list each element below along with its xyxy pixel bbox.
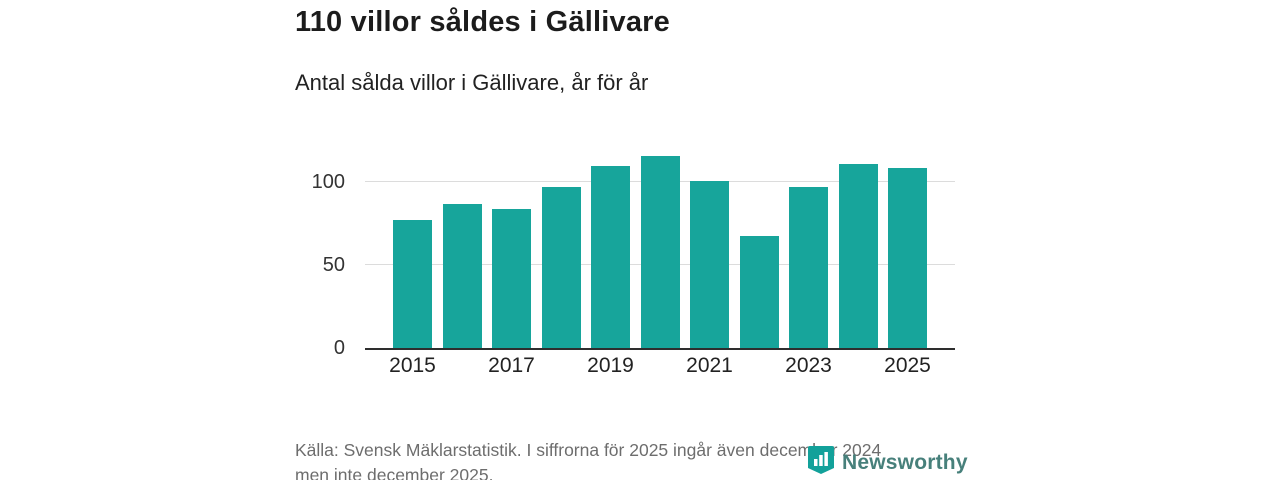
y-tick-label: 50 bbox=[322, 254, 345, 277]
bar-2019 bbox=[591, 165, 630, 348]
x-tick-label: 2017 bbox=[488, 354, 535, 377]
x-tick-label bbox=[443, 354, 482, 378]
bar-2016 bbox=[442, 203, 482, 348]
x-tick-label: 2025 bbox=[884, 354, 931, 377]
x-tick-label: 2021 bbox=[686, 354, 733, 377]
brand-logo: Newsworthy bbox=[808, 446, 968, 479]
brand-wordmark: Newsworthy bbox=[842, 450, 968, 474]
bar-2022 bbox=[739, 236, 779, 348]
bar-chart-shield-icon bbox=[808, 446, 834, 479]
bar-2020 bbox=[640, 156, 680, 348]
bar-2025 bbox=[888, 167, 927, 348]
y-tick-label: 0 bbox=[333, 337, 345, 359]
chart-subtitle: Antal sålda villor i Gällivare, år för å… bbox=[295, 70, 649, 95]
y-tick-label: 100 bbox=[311, 171, 345, 194]
x-tick-label bbox=[641, 354, 680, 378]
page-title: 110 villor såldes i Gällivare bbox=[295, 6, 670, 38]
x-tick-label: 2015 bbox=[389, 354, 436, 377]
source-note: Källa: Svensk Mäklarstatistik. I siffror… bbox=[295, 438, 881, 480]
bar-2021 bbox=[690, 180, 729, 348]
source-note-line1: Källa: Svensk Mäklarstatistik. I siffror… bbox=[295, 440, 882, 460]
bar-2017 bbox=[492, 208, 531, 348]
chart: 0 50 100 2015 2017 2019 2021 2023 2025 bbox=[312, 143, 955, 377]
x-tick-label: 2019 bbox=[587, 354, 634, 377]
x-axis-labels: 2015 2017 2019 2021 2023 2025 bbox=[365, 354, 955, 378]
x-tick-label bbox=[839, 354, 878, 378]
x-tick-label bbox=[740, 354, 779, 378]
source-note-line2: men inte december 2025. bbox=[295, 465, 494, 480]
bar-2024 bbox=[838, 164, 878, 348]
bars bbox=[365, 143, 955, 348]
x-tick-label: 2023 bbox=[785, 354, 832, 377]
bar-2023 bbox=[789, 187, 828, 348]
y-axis-labels: 0 50 100 bbox=[285, 143, 355, 359]
x-tick-label bbox=[542, 354, 581, 378]
bar-2015 bbox=[393, 220, 432, 348]
bar-2018 bbox=[541, 187, 581, 348]
plot-area bbox=[365, 143, 955, 350]
